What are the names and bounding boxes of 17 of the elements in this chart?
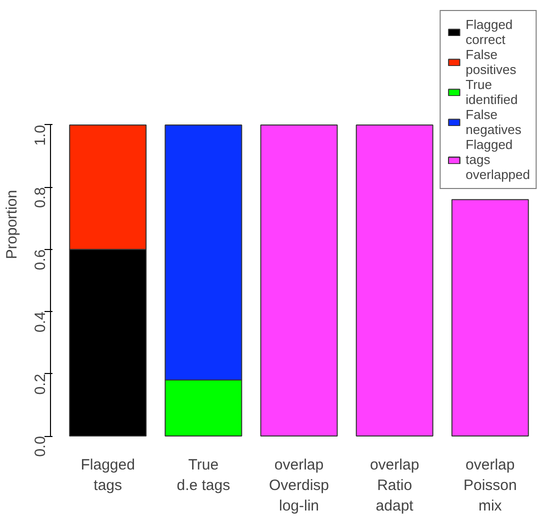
y-axis-title: Proportion bbox=[4, 190, 20, 260]
x-tick-label: Flagged tags bbox=[80, 456, 135, 494]
y-tick-label: 0.2 bbox=[32, 374, 49, 395]
legend-label: False positives bbox=[466, 47, 516, 77]
legend-label: Flagged tags overlapped bbox=[466, 137, 530, 182]
legend-label: False negatives bbox=[466, 107, 522, 137]
y-tick-label: 0.6 bbox=[32, 249, 49, 270]
x-tick-label: overlap Poisson mix bbox=[463, 456, 517, 514]
legend-label: Flagged correct bbox=[466, 17, 513, 47]
x-tick-label: True d.e tags bbox=[176, 456, 230, 494]
legend-label: True identified bbox=[466, 77, 518, 107]
x-tick-label: overlap Overdisp log-lin bbox=[268, 456, 330, 514]
y-tick-label: 1.0 bbox=[32, 124, 49, 146]
y-tick-label: 0.0 bbox=[32, 436, 49, 457]
x-tick-label: overlap Ratio adapt bbox=[370, 456, 420, 514]
y-tick-label: 0.4 bbox=[32, 312, 49, 332]
y-tick-label: 0.8 bbox=[32, 187, 49, 208]
